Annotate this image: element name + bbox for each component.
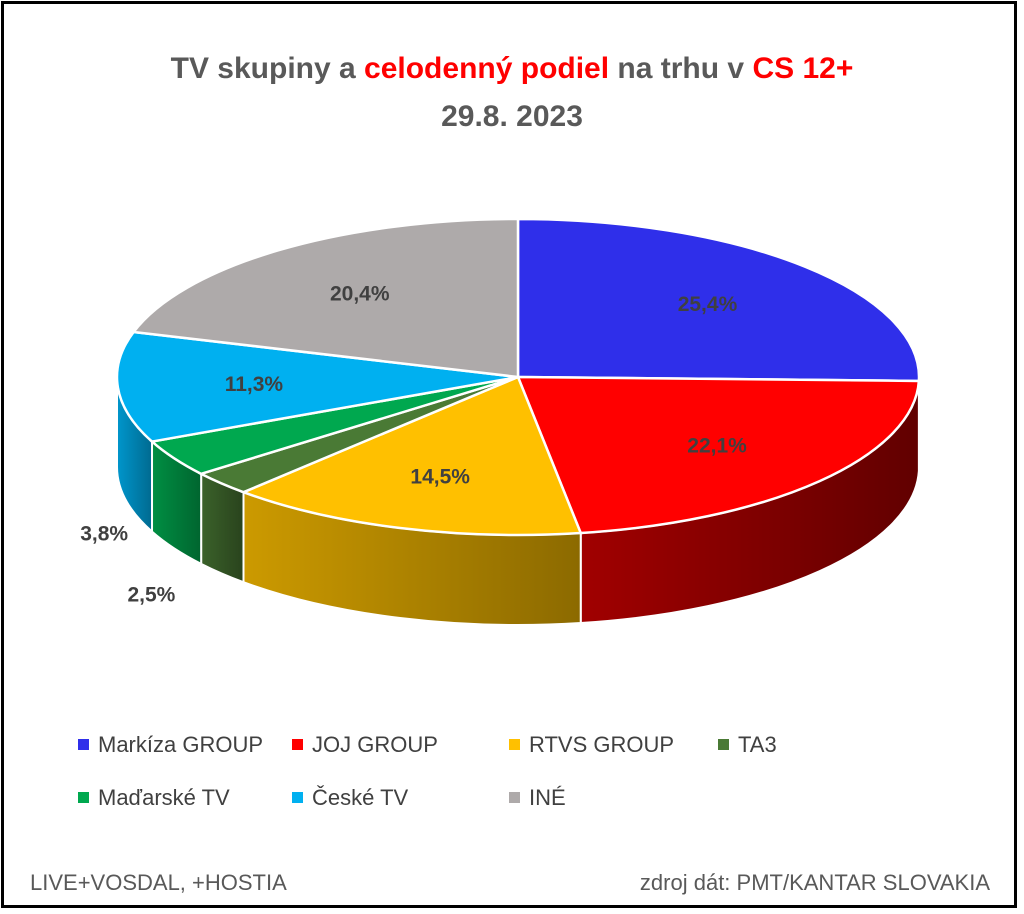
legend-swatch-joj-group bbox=[292, 738, 303, 750]
legend-item-joj-group: JOJ GROUP bbox=[292, 732, 438, 758]
data-label-rtvs-group: 14,5% bbox=[410, 466, 470, 489]
data-label-ine: 20,4% bbox=[330, 282, 390, 305]
legend-swatch-ine bbox=[509, 791, 520, 803]
legend-swatch-markiza-group bbox=[78, 738, 89, 750]
data-label-ta3: 2,5% bbox=[127, 583, 175, 606]
legend-label-joj-group: JOJ GROUP bbox=[312, 732, 438, 757]
legend-swatch-madarske-tv bbox=[78, 791, 89, 803]
data-label-markiza-group: 25,4% bbox=[678, 293, 738, 316]
data-labels: 25,4% 22,1% 14,5% 2,5% 3,8% 11,3% 20,4% bbox=[80, 282, 747, 606]
title-part-2: celodenný podiel bbox=[364, 52, 610, 85]
pie-slice-ceske-tv bbox=[115, 330, 519, 443]
data-label-madarske-tv: 3,8% bbox=[80, 522, 128, 545]
legend-item-ine: INÉ bbox=[509, 785, 566, 811]
pie-slice-joj-group bbox=[516, 375, 921, 535]
chart-title: TV skupiny a celodenný podiel na trhu v … bbox=[0, 52, 1024, 86]
title-part-4: CS 12+ bbox=[752, 52, 854, 85]
legend-label-madarske-tv: Maďarské TV bbox=[98, 785, 230, 810]
legend-item-rtvs-group: RTVS GROUP bbox=[509, 732, 674, 758]
legend-label-markiza-group: Markíza GROUP bbox=[98, 732, 264, 757]
footer-right: zdroj dát: PMT/KANTAR SLOVAKIA bbox=[639, 870, 990, 895]
title-part-1: TV skupiny a bbox=[170, 52, 365, 85]
chart-date: 29.8. 2023 bbox=[441, 100, 583, 133]
pie-top bbox=[115, 217, 921, 537]
pie-slice-rtvs-group bbox=[240, 375, 583, 537]
legend-label-ine: INÉ bbox=[529, 785, 566, 810]
data-label-ceske-tv: 11,3% bbox=[225, 373, 284, 396]
legend-label-ta3: TA3 bbox=[738, 732, 777, 757]
title-part-3: na trhu v bbox=[609, 52, 753, 85]
legend-label-ceske-tv: České TV bbox=[312, 785, 409, 810]
legend-label-rtvs-group: RTVS GROUP bbox=[529, 732, 675, 757]
footer-left: LIVE+VOSDAL, +HOSTIA bbox=[30, 870, 287, 895]
legend-item-madarske-tv: Maďarské TV bbox=[78, 785, 230, 811]
legend-swatch-ceske-tv bbox=[292, 791, 303, 803]
pie-slice-markiza-group bbox=[516, 217, 921, 383]
pie-slice-ine bbox=[131, 217, 520, 379]
data-label-joj-group: 22,1% bbox=[687, 435, 747, 458]
legend-swatch-rtvs-group bbox=[509, 738, 520, 750]
legend-item-ceske-tv: České TV bbox=[292, 785, 408, 811]
legend-item-markiza-group: Markíza GROUP bbox=[78, 732, 263, 758]
legend-swatch-ta3 bbox=[718, 738, 729, 750]
legend-item-ta3: TA3 bbox=[718, 732, 777, 758]
